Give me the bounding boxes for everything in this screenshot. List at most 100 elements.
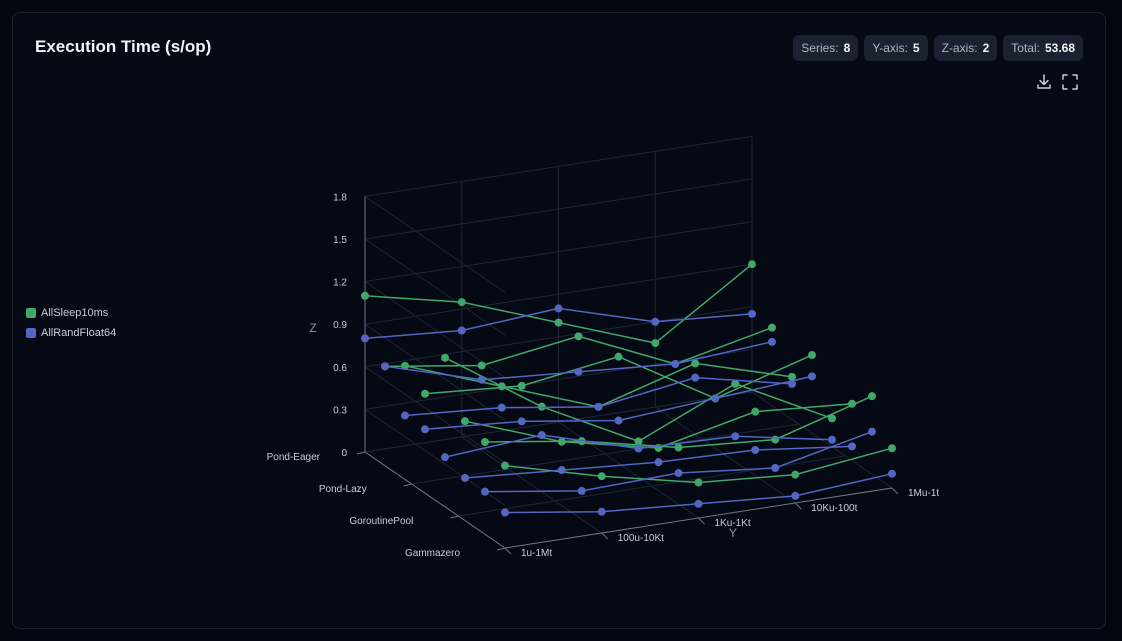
chart-legend: AllSleep10ms AllRandFloat64 bbox=[26, 307, 116, 347]
y-tick-label: 1Mu-1t bbox=[908, 488, 939, 499]
data-point-allrandfloat64 bbox=[694, 499, 703, 508]
data-point-allsleep10ms bbox=[748, 260, 756, 269]
data-point-allsleep10ms bbox=[791, 470, 800, 479]
series-layer bbox=[361, 260, 896, 517]
legend-label: AllRandFloat64 bbox=[41, 327, 117, 339]
badge-label: Series: bbox=[801, 41, 839, 55]
data-point-allrandfloat64 bbox=[614, 416, 623, 425]
chart-card: Execution Time (s/op) Series: 8 Y-axis: … bbox=[12, 12, 1106, 629]
data-point-allsleep10ms bbox=[461, 417, 469, 426]
data-point-allrandfloat64 bbox=[421, 425, 429, 434]
x-tick-mark bbox=[450, 515, 459, 519]
x-axis-line bbox=[364, 451, 506, 549]
legend-swatch bbox=[26, 328, 36, 338]
data-point-allrandfloat64 bbox=[401, 411, 409, 420]
z-tick-label: 1.2 bbox=[333, 278, 347, 289]
y-tick-mark bbox=[698, 517, 705, 525]
data-point-allrandfloat64 bbox=[477, 375, 486, 384]
x-tick-label: Pond-Lazy bbox=[319, 484, 367, 495]
stats-badges: Series: 8 Y-axis: 5 Z-axis: 2 Total: 53.… bbox=[793, 35, 1083, 61]
data-point-allsleep10ms bbox=[651, 339, 660, 348]
y-axis-label: Y bbox=[729, 526, 737, 540]
grid-line bbox=[364, 238, 506, 336]
data-point-allsleep10ms bbox=[691, 359, 700, 368]
data-point-allsleep10ms bbox=[481, 437, 489, 446]
data-point-allrandfloat64 bbox=[634, 444, 643, 453]
legend-label: AllSleep10ms bbox=[41, 307, 109, 319]
z-tick-label: 0 bbox=[341, 448, 347, 459]
data-point-allsleep10ms bbox=[694, 478, 703, 487]
data-point-allrandfloat64 bbox=[497, 403, 506, 412]
z-tick-label: 0.6 bbox=[333, 363, 347, 374]
data-point-allsleep10ms bbox=[848, 399, 856, 408]
data-point-allrandfloat64 bbox=[788, 379, 796, 388]
data-point-allrandfloat64 bbox=[461, 473, 469, 482]
data-point-allrandfloat64 bbox=[654, 458, 663, 467]
data-point-allsleep10ms bbox=[751, 407, 760, 416]
grid-line bbox=[364, 391, 753, 453]
data-point-allrandfloat64 bbox=[501, 508, 509, 517]
z-tick-label: 0.3 bbox=[333, 405, 347, 416]
data-point-allrandfloat64 bbox=[731, 432, 740, 441]
badge-value: 8 bbox=[843, 41, 851, 55]
chart-toolbar bbox=[1035, 73, 1079, 91]
data-point-allrandfloat64 bbox=[848, 442, 856, 451]
data-point-allrandfloat64 bbox=[597, 507, 606, 516]
data-point-allrandfloat64 bbox=[361, 334, 369, 343]
data-point-allrandfloat64 bbox=[537, 431, 546, 440]
data-point-allsleep10ms bbox=[554, 318, 563, 327]
x-tick-label: Pond-Eager bbox=[267, 452, 321, 463]
legend-item-allrandfloat64[interactable]: AllRandFloat64 bbox=[26, 327, 116, 339]
data-point-allsleep10ms bbox=[421, 389, 429, 398]
data-point-allsleep10ms bbox=[597, 472, 606, 481]
data-point-allrandfloat64 bbox=[751, 446, 760, 455]
data-point-allrandfloat64 bbox=[711, 394, 720, 403]
data-point-allsleep10ms bbox=[888, 444, 896, 453]
data-point-allsleep10ms bbox=[788, 372, 796, 381]
data-point-allsleep10ms bbox=[501, 461, 509, 470]
data-point-allsleep10ms bbox=[771, 435, 780, 444]
y-tick-label: 1Ku-1Kt bbox=[715, 518, 751, 529]
data-point-allrandfloat64 bbox=[457, 326, 466, 335]
fullscreen-icon[interactable] bbox=[1061, 73, 1079, 91]
data-point-allsleep10ms bbox=[808, 351, 816, 360]
z-tick-label: 1.8 bbox=[333, 192, 347, 203]
data-point-allsleep10ms bbox=[828, 414, 836, 423]
data-point-allrandfloat64 bbox=[594, 402, 603, 411]
data-point-allrandfloat64 bbox=[748, 309, 756, 318]
data-point-allsleep10ms bbox=[574, 332, 583, 341]
series-count-badge: Series: 8 bbox=[793, 35, 859, 61]
data-point-allsleep10ms bbox=[517, 381, 526, 390]
data-point-allrandfloat64 bbox=[554, 304, 563, 313]
z-tick-label: 1.5 bbox=[333, 235, 347, 246]
data-point-allrandfloat64 bbox=[481, 487, 489, 496]
data-point-allrandfloat64 bbox=[888, 469, 896, 478]
data-point-allrandfloat64 bbox=[828, 435, 836, 444]
download-icon[interactable] bbox=[1035, 73, 1053, 91]
x-tick-mark bbox=[496, 547, 506, 551]
legend-item-allsleep10ms[interactable]: AllSleep10ms bbox=[26, 307, 116, 319]
y-tick-mark bbox=[601, 532, 609, 540]
badge-value: 53.68 bbox=[1044, 41, 1075, 55]
total-badge: Total: 53.68 bbox=[1003, 35, 1083, 61]
badge-value: 2 bbox=[982, 41, 990, 55]
grid-line bbox=[364, 135, 753, 197]
data-point-allrandfloat64 bbox=[441, 453, 449, 462]
data-point-allrandfloat64 bbox=[674, 469, 683, 478]
data-point-allrandfloat64 bbox=[577, 486, 586, 495]
data-point-allsleep10ms bbox=[614, 352, 623, 361]
badge-value: 5 bbox=[912, 41, 920, 55]
grid-layer bbox=[364, 135, 893, 549]
chart-title: Execution Time (s/op) bbox=[35, 37, 212, 56]
z-axis-count-badge: Z-axis: 2 bbox=[933, 35, 998, 61]
data-point-allsleep10ms bbox=[674, 443, 683, 452]
y-tick-label: 10Ku-100t bbox=[811, 503, 857, 514]
data-point-allsleep10ms bbox=[868, 392, 876, 401]
y-tick-mark bbox=[504, 547, 512, 555]
series-line-allsleep10ms bbox=[504, 447, 893, 484]
grid-line bbox=[654, 406, 796, 504]
data-point-allsleep10ms bbox=[361, 291, 369, 300]
grid-line bbox=[364, 221, 753, 283]
y-tick-mark bbox=[891, 487, 899, 495]
